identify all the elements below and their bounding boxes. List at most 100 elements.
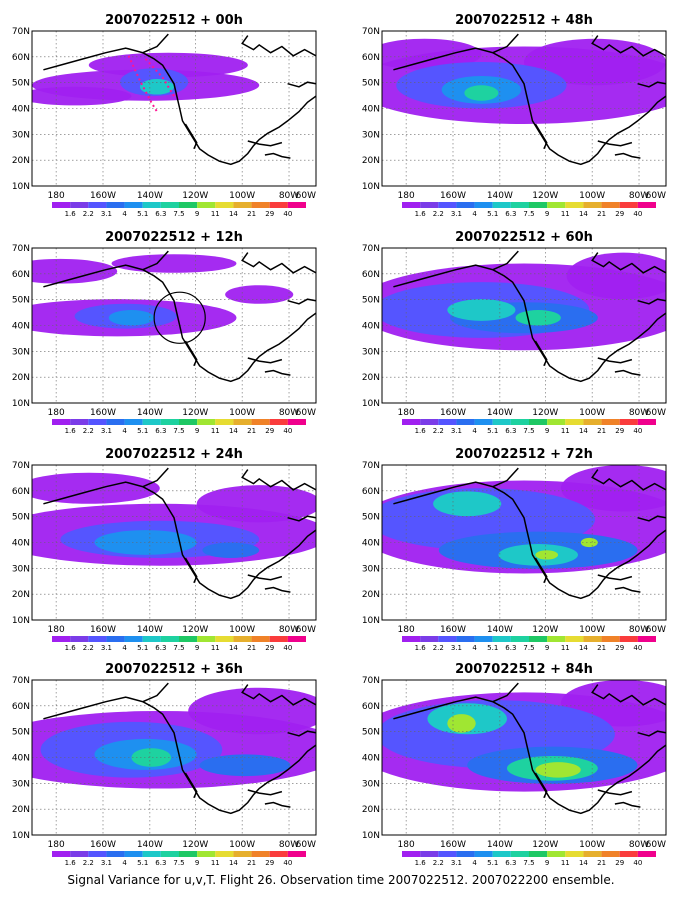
colorbar-swatch (420, 419, 439, 425)
map-frame (31, 464, 317, 621)
colorbar-label: 4 (122, 210, 127, 218)
colorbar-swatch (637, 419, 656, 425)
lat-label: 70N (362, 27, 380, 37)
colorbar-swatch (529, 202, 548, 208)
colorbar-swatch (529, 636, 548, 642)
lon-label: 180 (398, 191, 415, 201)
lon-label: 100W (579, 840, 605, 850)
coastline-segment (184, 123, 198, 150)
colorbar-swatch (583, 419, 602, 425)
colorbar-swatch (287, 202, 306, 208)
colorbar-label: 29 (265, 859, 274, 867)
graticule (382, 248, 666, 403)
colorbar-label: 21 (247, 859, 256, 867)
coastline-segment (591, 469, 666, 491)
variance-contour (111, 254, 237, 273)
colorbar-label: 7.5 (173, 427, 184, 435)
colorbar-swatch (547, 851, 566, 857)
lon-label: 100W (229, 625, 255, 635)
lat-label: 10N (12, 182, 30, 192)
coastline-segment (637, 81, 666, 88)
colorbar-label: 21 (597, 859, 606, 867)
lat-label: 10N (362, 399, 380, 409)
colorbar-swatch (637, 851, 656, 857)
coastline-segment (264, 369, 291, 376)
coastline-segment (43, 250, 169, 288)
colorbar: 1.6 2.2 3.1 4 5.1 6.3 7.5 9 11 14 21 29 40 (402, 202, 656, 218)
lat-label: 70N (362, 244, 380, 254)
colorbar-label: 2.2 (433, 427, 444, 435)
variance-contour (515, 310, 561, 326)
colorbar-label: 14 (229, 210, 238, 218)
panel-title: 2007022512 + 84h (455, 662, 593, 677)
colorbar-swatch (529, 419, 548, 425)
colorbar-label: 14 (579, 859, 588, 867)
coastline-segment (597, 789, 633, 796)
colorbar-label: 11 (211, 427, 220, 435)
lon-label: 160W (440, 191, 466, 201)
colorbar-swatch (106, 419, 125, 425)
coastline-segment (637, 298, 666, 305)
lat-label: 50N (12, 79, 30, 89)
map-panel-24h: 2007022512 + 24h 70N 60N 50N 40N 30N 20N 10N 180… (12, 447, 317, 652)
lon-label: 140W (137, 408, 163, 418)
colorbar-label: 7.5 (523, 427, 534, 435)
colorbar-swatch (52, 851, 71, 857)
flight-track (144, 58, 175, 97)
lon-label: 80W (629, 408, 649, 418)
lon-label: 60W (646, 191, 666, 201)
coastline-segment (597, 357, 633, 364)
lat-label: 60N (362, 270, 380, 280)
colorbar-label: 11 (211, 210, 220, 218)
colorbar-swatch (619, 851, 638, 857)
colorbar-swatch (565, 851, 584, 857)
target-circle (153, 291, 206, 344)
colorbar-swatch (124, 851, 143, 857)
variance-contour (464, 85, 499, 101)
colorbar-swatch (106, 202, 125, 208)
colorbar-label: 40 (633, 859, 642, 867)
colorbar-swatch (547, 636, 566, 642)
colorbar-label: 1.6 (415, 210, 427, 218)
lon-label: 100W (229, 408, 255, 418)
lon-label: 120W (532, 625, 558, 635)
lat-label: 20N (12, 590, 30, 600)
lon-label: 60W (646, 408, 666, 418)
colorbar-label: 2.2 (83, 859, 94, 867)
colorbar-label: 11 (561, 427, 570, 435)
coastline-segment (614, 369, 641, 376)
colorbar-label: 21 (597, 210, 606, 218)
colorbar-label: 1.6 (65, 427, 77, 435)
colorbar-swatch (215, 419, 234, 425)
colorbar-label: 5.1 (137, 859, 148, 867)
variance-contour (382, 38, 482, 70)
colorbar-label: 3.1 (101, 427, 112, 435)
variance-contour (202, 542, 260, 558)
colorbar-swatch (565, 419, 584, 425)
lat-label: 60N (362, 53, 380, 63)
colorbar-swatch (70, 851, 89, 857)
lon-label: 100W (579, 191, 605, 201)
colorbar-label: 9 (195, 644, 199, 652)
colorbar-swatch (619, 419, 638, 425)
variance-contour (94, 530, 197, 555)
variance-contour (560, 465, 666, 512)
lon-label: 140W (487, 840, 513, 850)
variance-field (382, 38, 666, 124)
colorbar-swatch (456, 636, 475, 642)
panel-title: 2007022512 + 00h (105, 13, 243, 28)
colorbar-label: 5.1 (487, 859, 498, 867)
colorbar: 1.6 2.2 3.1 4 5.1 6.3 7.5 9 11 14 21 29 40 (402, 851, 656, 867)
colorbar-label: 4 (472, 644, 477, 652)
colorbar-label: 9 (545, 644, 549, 652)
colorbar-label: 1.6 (415, 644, 427, 652)
colorbar-swatch (269, 636, 288, 642)
lon-label: 180 (398, 840, 415, 850)
coastline-segment (534, 123, 548, 150)
colorbar-swatch (215, 202, 234, 208)
colorbar-label: 14 (229, 427, 238, 435)
lat-label: 20N (362, 590, 380, 600)
colorbar-label: 40 (633, 427, 642, 435)
coastline-segment (534, 772, 548, 799)
colorbar-swatch (160, 419, 179, 425)
